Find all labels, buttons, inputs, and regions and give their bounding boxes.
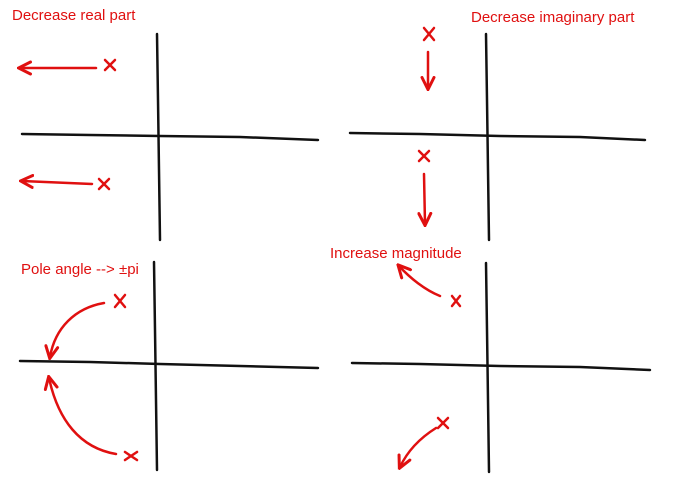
- panel-label-increase-magnitude: Increase magnitude: [330, 245, 462, 262]
- imaginary-axis: [155, 32, 162, 242]
- arrow-outward-lower: [400, 426, 438, 467]
- arrow-outward-upper: [399, 266, 442, 298]
- imaginary-axis: [484, 261, 491, 474]
- pole-marker-upper: [113, 293, 127, 309]
- pole-marker-upper: [450, 294, 462, 308]
- real-axis: [18, 359, 320, 370]
- panel-label-decrease-imaginary: Decrease imaginary part: [471, 9, 635, 26]
- arrow-left-lower: [22, 181, 94, 184]
- arrow-curve-lower: [49, 378, 118, 456]
- panel-decrease-imaginary: [348, 26, 647, 242]
- pole-marker-lower: [97, 177, 111, 191]
- pole-marker-upper: [103, 58, 117, 72]
- panel-label-decrease-real: Decrease real part: [12, 7, 136, 24]
- pole-marker-lower: [123, 450, 139, 462]
- arrow-down-lower: [424, 172, 425, 224]
- imaginary-axis: [152, 260, 159, 472]
- real-axis: [348, 131, 647, 142]
- panel-decrease-real: [20, 32, 320, 242]
- arrow-curve-upper: [50, 301, 106, 357]
- pole-marker-upper: [422, 26, 436, 42]
- real-axis: [350, 361, 652, 372]
- panel-label-pole-angle: Pole angle --> ±pi: [21, 261, 139, 278]
- imaginary-axis: [484, 32, 491, 242]
- panel-pole-angle: [18, 260, 320, 472]
- panel-increase-magnitude: [350, 261, 652, 474]
- pole-marker-lower: [417, 149, 431, 163]
- real-axis: [20, 132, 320, 142]
- pole-marker-lower: [436, 416, 450, 430]
